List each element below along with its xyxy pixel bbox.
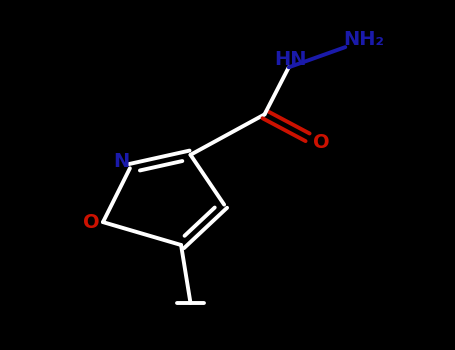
Text: N: N	[114, 152, 130, 171]
Text: HN: HN	[274, 50, 306, 69]
Text: O: O	[313, 133, 329, 152]
Text: NH₂: NH₂	[344, 29, 384, 49]
Text: O: O	[82, 212, 99, 232]
